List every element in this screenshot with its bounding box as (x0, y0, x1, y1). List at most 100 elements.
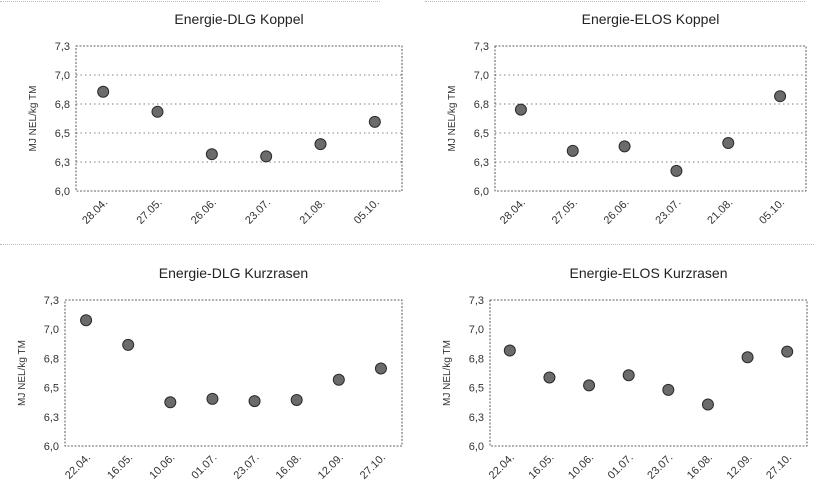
x-tick-label: 23.07. (653, 197, 683, 227)
x-tick-label: 16.08. (685, 452, 715, 482)
y-tick-label: 7,0 (44, 324, 59, 336)
y-tick-label: 6,8 (44, 353, 59, 365)
x-tick-label: 01.07. (189, 452, 219, 482)
data-point (260, 150, 273, 163)
x-tick-label: 22.04. (487, 452, 517, 482)
data-point (722, 137, 735, 150)
y-tick-label: 6,3 (474, 157, 489, 169)
chart-elos-kurzrasen: Energie-ELOS Kurzrasen 6,0 6,3 6,5 6,8 7,0 7,3… (442, 265, 808, 482)
y-tick-label: 6,3 (44, 412, 59, 424)
data-point (206, 392, 219, 405)
y-tick-label: 7,3 (474, 41, 489, 53)
chart-title: Energie-DLG Kurzrasen (159, 265, 308, 281)
chart-panel-elos-koppel: Energie-ELOS Koppel 6,0 6,3 6,5 6,8 7,0 7,3 MJ … (407, 0, 814, 246)
chart-dlg-kurzrasen: Energie-DLG Kurzrasen 6,0 6,3 6,5 6,8 7,0 7,3 M… (17, 265, 403, 482)
data-point (374, 362, 387, 375)
chart-panel-dlg-koppel: Energie-DLG Koppel 6,0 6,3 6,5 6,8 7,0 7,3 MJ N… (0, 0, 407, 246)
chart-dlg-koppel: Energie-DLG Koppel 6,0 6,3 6,5 6,8 7,0 7,3 MJ N… (28, 11, 403, 227)
data-point (80, 314, 93, 327)
y-axis-label: MJ NEL/kg TM (442, 340, 453, 406)
x-tick-label: 16.08. (274, 452, 304, 482)
x-tick-label: 16.05. (526, 452, 556, 482)
separator-top-right (425, 1, 805, 2)
data-point (662, 383, 675, 396)
x-tick-label: 28.04. (498, 197, 528, 227)
x-tick-label: 01.07. (606, 452, 636, 482)
data-point (618, 140, 631, 153)
x-tick-label: 21.08. (298, 197, 328, 227)
x-tick-label: 10.06. (566, 452, 596, 482)
y-axis-label: MJ NEL/kg TM (28, 86, 39, 152)
data-point (122, 338, 135, 351)
data-point (514, 103, 527, 116)
x-tick-label: 05.10. (757, 197, 787, 227)
y-axis-label: MJ NEL/kg TM (17, 340, 28, 406)
data-point (97, 85, 110, 98)
x-tick-label: 23.07. (243, 197, 273, 227)
y-tick-label: 6,8 (469, 353, 484, 365)
data-point (164, 396, 177, 409)
plot-frame (75, 45, 403, 192)
data-point (670, 164, 683, 177)
data-point (701, 398, 714, 411)
y-tick-label: 7,3 (55, 41, 70, 53)
chart-panel-dlg-kurzrasen: Energie-DLG Kurzrasen 6,0 6,3 6,5 6,8 7,0 7,3 M… (0, 246, 407, 493)
y-tick-label: 6,5 (44, 383, 59, 395)
x-tick-label: 26.06. (189, 197, 219, 227)
separator-middle (0, 244, 814, 245)
data-point (332, 373, 345, 386)
x-tick-label: 10.06. (147, 452, 177, 482)
x-tick-label: 27.10. (358, 452, 388, 482)
x-tick-label: 27.05. (135, 197, 165, 227)
plot-frame (494, 45, 807, 192)
y-tick-label: 7,3 (469, 295, 484, 307)
x-tick-label: 05.10. (352, 197, 382, 227)
x-tick-label: 26.06. (602, 197, 632, 227)
x-tick-label: 23.07. (232, 452, 262, 482)
data-point (774, 90, 787, 103)
y-tick-label: 6,8 (55, 99, 70, 111)
plot-frame (64, 299, 403, 447)
plot-frame (489, 299, 808, 447)
data-point (741, 351, 754, 364)
chart-title: Energie-ELOS Koppel (582, 11, 720, 27)
y-tick-label: 6,0 (44, 441, 59, 453)
x-tick-label: 12.09. (316, 452, 346, 482)
y-tick-label: 6,5 (55, 128, 70, 140)
y-tick-label: 7,0 (469, 324, 484, 336)
x-tick-label: 16.05. (105, 452, 135, 482)
data-point (622, 369, 635, 382)
chart-title: Energie-DLG Koppel (174, 11, 303, 27)
y-tick-label: 7,3 (44, 295, 59, 307)
y-axis-label: MJ NEL/kg TM (447, 86, 458, 152)
data-point (543, 371, 556, 384)
data-point (583, 379, 596, 392)
chart-title: Energie-ELOS Kurzrasen (570, 265, 728, 281)
chart-elos-koppel: Energie-ELOS Koppel 6,0 6,3 6,5 6,8 7,0 7,3 MJ … (447, 11, 807, 227)
y-tick-label: 7,0 (55, 70, 70, 82)
data-point (503, 344, 516, 357)
y-tick-label: 6,0 (55, 186, 70, 198)
y-tick-label: 6,3 (469, 412, 484, 424)
y-tick-label: 6,5 (469, 383, 484, 395)
x-tick-label: 28.04. (80, 197, 110, 227)
data-point (248, 395, 261, 408)
data-point (368, 115, 381, 128)
x-tick-label: 21.08. (705, 197, 735, 227)
x-tick-label: 12.09. (725, 452, 755, 482)
y-tick-label: 7,0 (474, 70, 489, 82)
y-tick-label: 6,0 (469, 441, 484, 453)
data-point (781, 345, 794, 358)
y-tick-label: 6,8 (474, 99, 489, 111)
x-tick-label: 27.05. (550, 197, 580, 227)
separator-top-left (0, 1, 380, 2)
chart-panel-elos-kurzrasen: Energie-ELOS Kurzrasen 6,0 6,3 6,5 6,8 7,0 7,3… (407, 246, 814, 493)
x-tick-label: 22.04. (63, 452, 93, 482)
x-tick-label: 23.07. (645, 452, 675, 482)
y-tick-label: 6,0 (474, 186, 489, 198)
x-tick-label: 27.10. (764, 452, 794, 482)
data-point (205, 148, 218, 161)
data-point (151, 105, 164, 118)
data-point (290, 393, 303, 406)
y-tick-label: 6,5 (474, 128, 489, 140)
